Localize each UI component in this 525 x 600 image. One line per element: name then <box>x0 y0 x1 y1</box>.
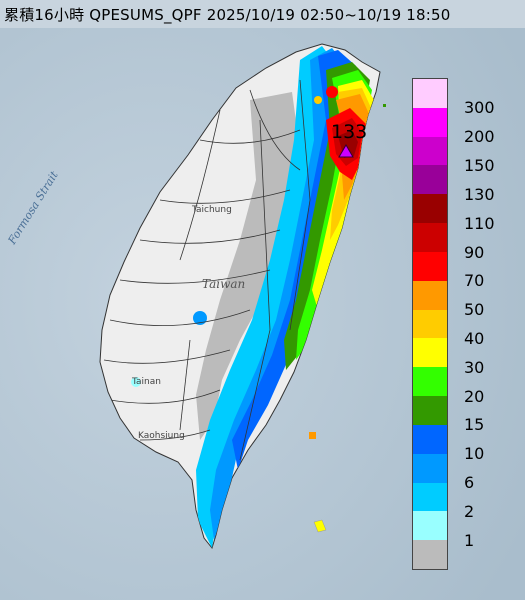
legend-label: 110 <box>464 213 495 233</box>
legend-label: 90 <box>464 242 485 262</box>
legend-swatch <box>413 396 447 425</box>
legend-label: 30 <box>464 357 485 377</box>
legend-label: 40 <box>464 329 485 348</box>
legend-label: 10 <box>464 444 485 464</box>
legend-colorbar <box>412 78 448 570</box>
map-title: 累積16小時 QPESUMS_QPF 2025/10/19 02:50~10/1… <box>4 6 451 24</box>
tainan-label: Tainan <box>131 377 161 387</box>
legend-swatch <box>413 136 447 166</box>
rain-gray-zone <box>196 92 300 440</box>
legend-swatch <box>413 194 447 224</box>
kaohsiung-label: Kaohsiung <box>138 431 185 441</box>
legend-label: 150 <box>464 156 495 176</box>
legend-swatch <box>413 79 447 108</box>
taiwan-label: Taiwan <box>202 277 245 291</box>
legend-swatch <box>413 280 447 310</box>
legend-swatch <box>413 165 447 195</box>
legend-label: 15 <box>464 415 485 435</box>
legend-label: 130 <box>464 184 495 204</box>
title-band <box>0 0 525 28</box>
legend-label: 70 <box>464 271 485 291</box>
max-value-label: 133 <box>331 121 367 143</box>
legend-swatch <box>413 251 447 281</box>
legend-swatch <box>413 424 447 454</box>
legend-swatch <box>413 482 447 512</box>
legend-label: 20 <box>464 386 485 406</box>
rain-zone-2 <box>196 46 340 548</box>
max-marker-icon <box>338 144 354 158</box>
legend-swatch <box>413 540 447 569</box>
legend-label: 50 <box>464 300 485 320</box>
legend-swatch <box>413 223 447 252</box>
legend-swatch <box>413 107 447 137</box>
legend-label: 200 <box>464 127 495 147</box>
legend-swatch <box>413 309 447 339</box>
legend-swatch <box>413 453 447 483</box>
legend-label: 300 <box>464 98 495 118</box>
legend-label: 2 <box>464 501 475 521</box>
taichung-label: Taichung <box>191 205 232 215</box>
legend-label: 1 <box>464 530 475 550</box>
legend-swatch <box>413 511 447 541</box>
taiwan-island <box>99 43 386 550</box>
legend-swatch <box>413 367 447 397</box>
legend-label: 6 <box>464 473 475 493</box>
legend-swatch <box>413 338 447 368</box>
